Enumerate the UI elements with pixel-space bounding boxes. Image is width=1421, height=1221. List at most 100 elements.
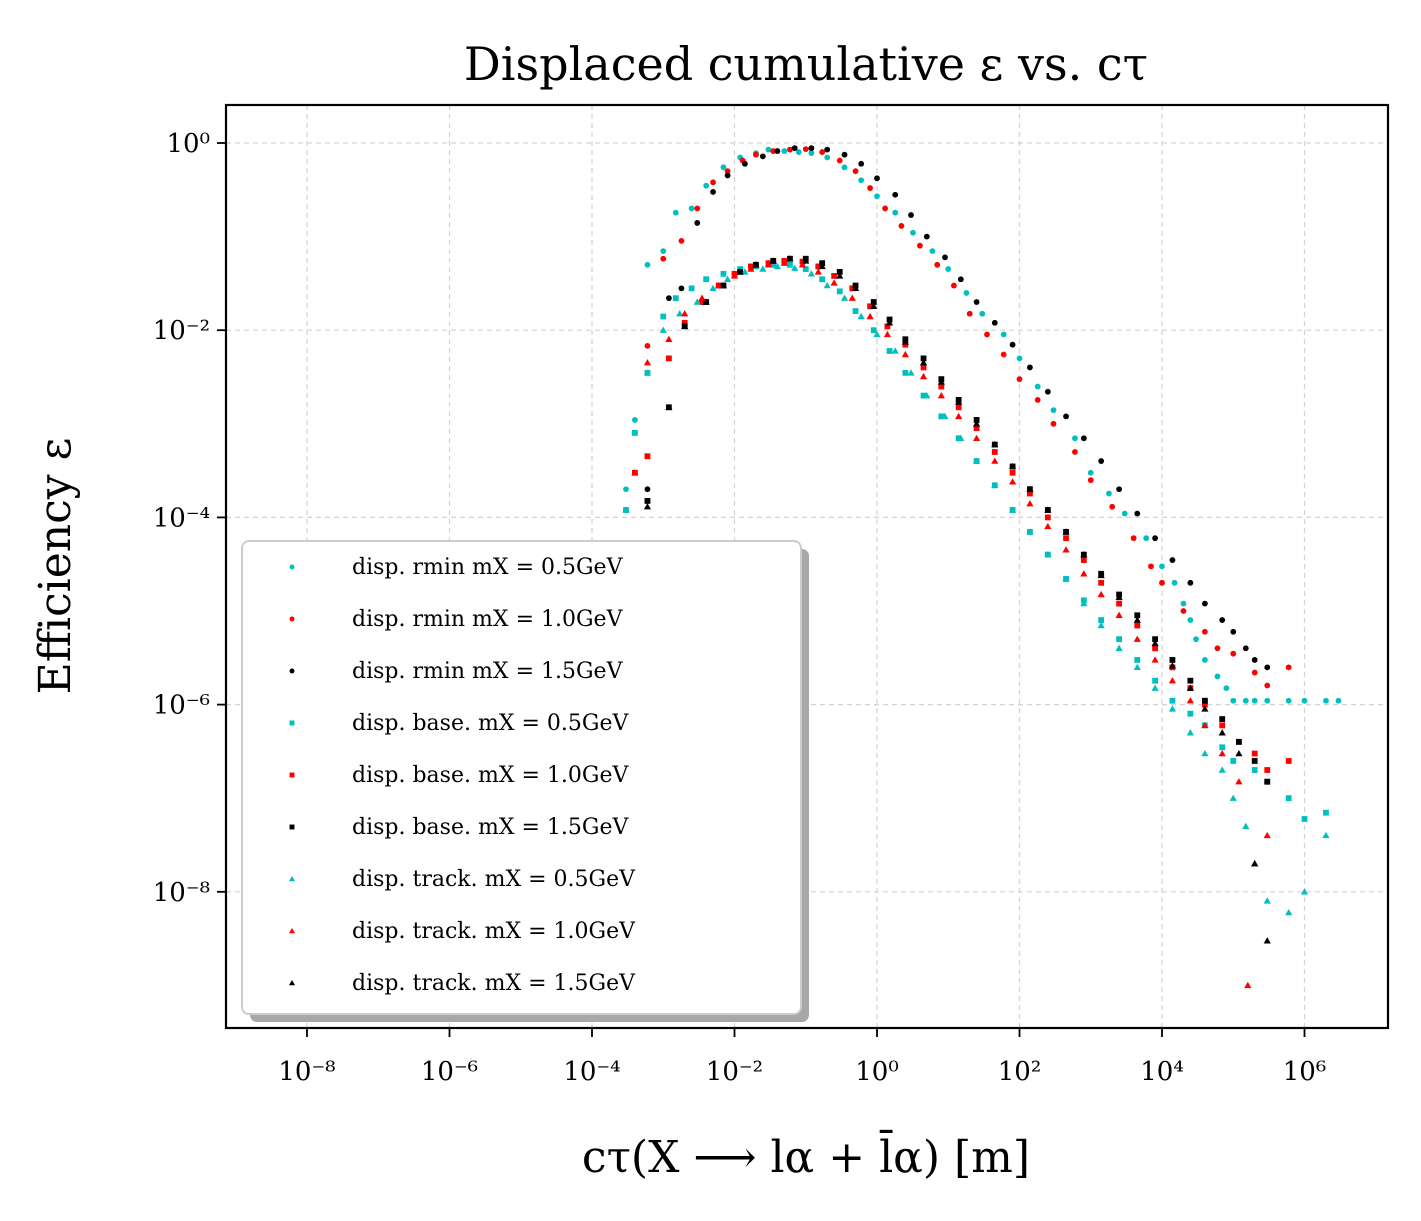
data-point [1134,657,1141,663]
data-point [1219,617,1226,623]
legend: disp. rmin mX = 0.5GeV disp. rmin mX = 1.… [241,540,809,1022]
data-point [866,312,874,320]
data-point [973,434,981,441]
data-point [1098,617,1105,623]
data-point [1264,682,1271,689]
data-point [1251,657,1258,663]
data-point [891,347,899,354]
data-point [1180,608,1187,614]
data-point [698,294,706,301]
data-point [955,398,963,405]
data-point [1008,462,1017,470]
data-point [1050,407,1057,414]
data-point [678,285,685,292]
data-point [1087,477,1094,484]
data-point [643,359,652,366]
data-point [1134,510,1141,517]
data-point [1134,622,1141,629]
data-point [759,153,766,160]
legend-label: disp. base. mX = 1.5GeV [352,815,629,840]
data-point [957,276,964,283]
data-point [1098,579,1105,586]
data-point [631,417,638,423]
data-point [1242,697,1249,704]
data-point [1169,657,1176,663]
data-point [836,268,843,275]
legend-label: disp. track. mX = 1.0GeV [352,919,636,944]
data-point [1009,469,1016,476]
data-point [882,205,889,212]
data-point [942,254,948,261]
data-point [1301,816,1308,822]
data-point [920,364,927,371]
data-point [1235,738,1242,745]
data-point [1072,449,1078,455]
data-point [1251,750,1258,757]
data-point [710,189,716,195]
data-point [659,326,667,333]
data-point [288,875,296,882]
data-point [1168,662,1177,669]
data-point [1171,579,1178,586]
legend-label: disp. base. mX = 1.0GeV [352,763,629,788]
data-point [973,457,981,464]
legend-label: disp. track. mX = 1.5GeV [352,971,636,996]
data-point [1034,383,1041,390]
x-tick-label: 10² [998,1057,1042,1087]
data-point [938,383,945,390]
data-point [1109,503,1116,510]
data-point [1097,590,1105,598]
data-point [288,927,296,934]
data-point [289,772,295,778]
data-point [660,255,667,262]
data-point [1087,469,1094,476]
data-point [979,310,986,317]
data-point [289,668,295,674]
data-point [1285,664,1292,671]
data-point [923,233,930,240]
data-point [1097,571,1105,579]
data-point [1044,522,1052,530]
y-tick-label: 10⁻² [153,316,210,346]
data-point [1080,435,1087,442]
data-point [1000,331,1007,338]
data-point [1072,435,1078,442]
data-point [910,229,916,236]
data-point [791,264,799,271]
data-point [631,429,638,436]
data-point [753,151,759,158]
data-point [950,282,957,289]
data-point [1062,528,1070,535]
data-point [1097,621,1105,629]
data-point [945,266,952,272]
data-point [1300,888,1309,895]
data-point [819,276,826,283]
data-point [852,308,859,314]
data-point [672,209,679,216]
data-point [1187,579,1194,586]
data-point [644,342,651,349]
y-axis-label: Efficiency ε [30,438,81,695]
data-point [1251,860,1259,867]
data-point [703,276,710,283]
x-tick-label: 10⁰ [855,1057,899,1087]
data-point [1000,351,1007,358]
data-point [923,392,931,399]
data-point [1050,420,1057,427]
data-point [907,369,915,376]
data-point [1187,710,1194,717]
data-point [892,191,899,198]
series-group [631,258,1292,773]
data-point [818,262,826,270]
data-point [1008,478,1017,485]
data-point [710,179,716,186]
chart-title: Displaced cumulative ε vs. cτ [464,37,1148,91]
data-point [1062,546,1070,553]
data-point [1218,729,1226,736]
legend-label: disp. rmin mX = 1.0GeV [352,607,624,632]
data-point [795,149,802,155]
data-point [702,298,710,305]
plot-frame [224,103,1390,1030]
data-point [858,177,865,184]
data-point [703,182,710,189]
